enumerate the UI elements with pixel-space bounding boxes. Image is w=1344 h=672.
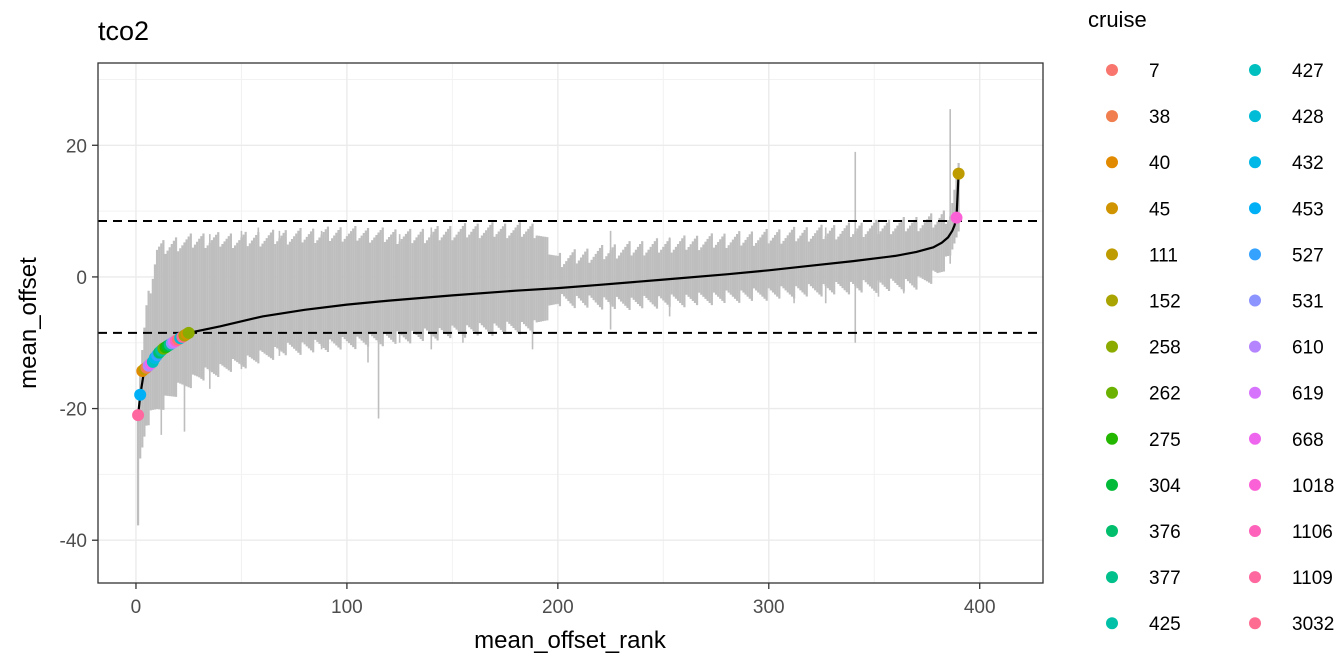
legend-label-111: 111 [1149,245,1178,266]
legend-key-1018 [1249,478,1261,491]
y-tick-label: -40 [60,531,87,552]
legend-title: cruise [1088,7,1147,32]
x-tick-label: 0 [131,597,142,618]
legend-key-262 [1106,386,1118,399]
legend-label-527: 527 [1292,245,1324,266]
legend-key-45 [1106,202,1118,215]
x-axis: 0 100 200 300 400 [131,583,996,618]
y-tick-label: 0 [76,268,87,289]
legend-key-527 [1249,248,1261,261]
x-tick-label: 100 [331,597,363,618]
x-tick-label: 300 [753,597,785,618]
legend-label-428: 428 [1292,107,1324,128]
legend-key-619 [1249,386,1261,399]
legend-label-1018: 1018 [1292,476,1334,497]
panel-border [97,62,1044,584]
legend-key-38 [1106,110,1118,123]
legend-key-428 [1249,110,1261,123]
legend-key-668 [1249,432,1261,445]
legend-key-531 [1249,294,1261,307]
x-axis-title: mean_offset_rank [474,627,667,654]
legend-key-453 [1249,202,1261,215]
plot-panel [97,62,1044,584]
legend-key-425 [1106,617,1118,630]
y-axis: -40 -20 0 20 [60,136,98,552]
legend-label-7: 7 [1149,61,1160,82]
legend-key-111 [1106,248,1118,261]
legend-key-40 [1106,156,1118,169]
cruise-point-258 [182,326,195,339]
y-tick-label: 20 [66,136,87,157]
legend-label-152: 152 [1149,292,1181,313]
legend-key-258 [1106,340,1118,353]
legend-key-432 [1249,156,1261,169]
threshold-lines [98,219,1043,334]
legend-key-152 [1106,294,1118,307]
legend-label-258: 258 [1149,338,1181,359]
legend-label-376: 376 [1149,522,1181,543]
legend-label-275: 275 [1149,430,1181,451]
cruise-points [132,167,965,422]
legend-label-40: 40 [1149,153,1170,174]
y-tick-label: -20 [60,400,87,421]
legend: cruise 7 38 40 45 111 152 258 262 275 304 376 377 42… [1088,7,1334,635]
legend-key-3032 [1249,617,1261,630]
chart-title: tco2 [98,16,149,46]
legend-key-7 [1106,64,1118,76]
cruise-point-1109 [132,409,145,422]
legend-label-427: 427 [1292,61,1324,82]
legend-label-425: 425 [1149,614,1181,635]
legend-label-304: 304 [1149,476,1181,497]
y-axis-title: mean_offset [15,257,42,389]
legend-label-1106: 1106 [1292,522,1333,543]
legend-label-3032: 3032 [1292,614,1334,635]
x-tick-label: 400 [964,597,996,618]
legend-key-377 [1106,571,1118,584]
cruise-point-1018 [950,211,963,224]
legend-label-453: 453 [1292,199,1324,220]
legend-key-275 [1106,432,1118,445]
legend-label-38: 38 [1149,107,1170,128]
legend-label-262: 262 [1149,384,1181,405]
legend-label-668: 668 [1292,430,1324,451]
legend-key-376 [1106,525,1118,537]
legend-label-377: 377 [1149,568,1181,589]
legend-label-45: 45 [1149,199,1170,220]
x-tick-label: 200 [542,597,574,618]
legend-key-1109 [1249,571,1261,584]
legend-label-610: 610 [1292,338,1324,359]
legend-label-432: 432 [1292,153,1324,174]
legend-label-531: 531 [1292,292,1324,313]
legend-label-619: 619 [1292,384,1324,405]
legend-key-610 [1249,340,1261,353]
cruise-point-453 [134,388,147,401]
legend-key-427 [1249,64,1261,76]
legend-key-1106 [1249,525,1261,537]
legend-label-1109: 1109 [1292,568,1333,589]
cruise-point-111 [952,167,965,180]
legend-key-304 [1106,478,1118,491]
